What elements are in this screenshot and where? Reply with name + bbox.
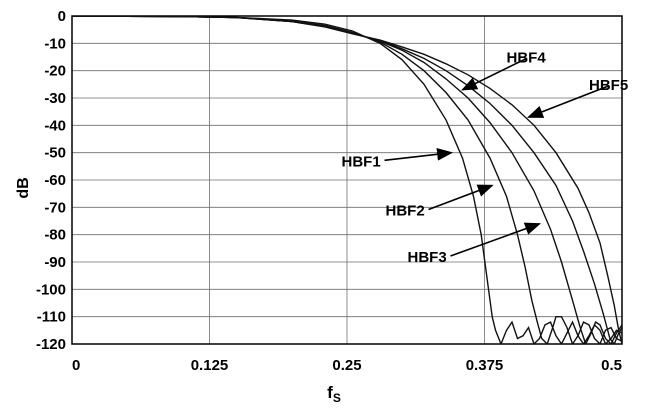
annotation-label-hbf1: HBF1 [342, 153, 381, 170]
y-tick-label: -70 [44, 199, 66, 216]
y-tick-label: -90 [44, 254, 66, 271]
y-tick-label: 0 [58, 8, 66, 25]
x-tick-labels: 0 0.125 0.25 0.375 0.5 [72, 357, 622, 374]
x-tick-label: 0.125 [191, 357, 229, 374]
annotation-label-hbf2: HBF2 [386, 203, 425, 220]
x-tick-label: 0.375 [466, 357, 504, 374]
y-tick-label: -110 [37, 309, 66, 326]
y-tick-label: -100 [36, 281, 66, 298]
annotation-arrow-hbf2 [428, 184, 494, 211]
annotation-arrow-hbf3 [450, 222, 542, 257]
x-tick-label: 0 [72, 357, 80, 374]
series-line-hbf1 [72, 16, 622, 344]
y-tick-labels: 0 -10 -20 -30 -40 -50 -60 -70 -80 -90 -100 -110 -120 [36, 8, 66, 353]
y-axis-label: dB [15, 177, 32, 198]
x-tick-label: 0.5 [601, 357, 622, 374]
annotation-arrow-hbf5 [527, 85, 610, 118]
series-layer [72, 16, 622, 344]
y-tick-label: -60 [44, 172, 66, 189]
y-tick-label: -120 [36, 336, 66, 353]
x-axis-label-main: f [327, 383, 333, 402]
plot-frame [71, 15, 623, 345]
x-axis-label: fS [327, 383, 341, 405]
x-axis-label-sub: S [333, 391, 341, 405]
x-tick-label: 0.25 [332, 357, 361, 374]
y-tick-label: -50 [44, 145, 66, 162]
annotation-label-hbf3: HBF3 [408, 249, 447, 266]
y-tick-label: -40 [44, 117, 66, 134]
annotation-arrow-hbf1 [384, 147, 454, 162]
y-tick-label: -20 [44, 63, 66, 80]
y-tick-label: -30 [44, 90, 66, 107]
annotation-arrow-hbf4 [461, 57, 527, 91]
y-tick-label: -80 [44, 227, 66, 244]
annotation-label-hbf4: HBF4 [507, 49, 547, 66]
y-tick-label: -10 [44, 35, 66, 52]
